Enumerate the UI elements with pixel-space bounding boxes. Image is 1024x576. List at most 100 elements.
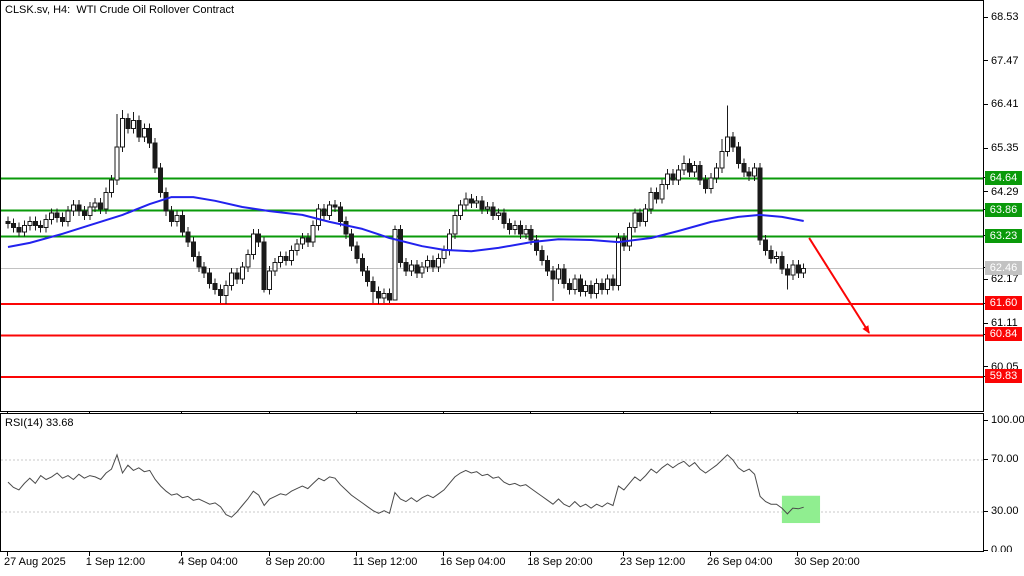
level-price-label-support[interactable]: 59.83 <box>985 369 1022 384</box>
level-price-label-support[interactable]: 61.60 <box>985 296 1022 310</box>
candle-body-bearish <box>703 179 709 189</box>
candle-body-bullish <box>643 208 649 222</box>
candle-body-bearish <box>212 282 218 291</box>
candle-body-bearish <box>196 256 202 268</box>
rsi-tick-label: 70.00 <box>991 453 1019 465</box>
candle-body-bullish <box>327 204 333 216</box>
time-axis[interactable]: 27 Aug 2025 1 Sep 12:00 4 Sep 04:00 8 Sep 2… <box>0 552 1024 576</box>
candle-body-bullish <box>474 200 480 204</box>
candle-body-bullish <box>425 260 431 268</box>
candle-body-bearish <box>539 249 545 262</box>
candle-body-bearish <box>637 212 643 222</box>
candle-body-bullish <box>664 173 670 185</box>
price-tick-mark <box>984 278 988 280</box>
candle-body-bullish <box>675 169 681 181</box>
candle-body-bullish <box>65 210 71 222</box>
separator-tick-mark <box>355 411 357 414</box>
price-axis[interactable]: 68.53 67.47 66.41 65.35 64.29 62.17 61.11 60.05… <box>984 0 1024 556</box>
time-axis-label: 16 Sep 04:00 <box>440 556 506 568</box>
rsi-tick-mark <box>984 419 988 421</box>
bearish-projection-arrow[interactable] <box>808 237 870 334</box>
candle-body-bullish <box>790 264 796 276</box>
candle-body-bullish <box>446 233 452 251</box>
time-tick-mark <box>181 552 183 556</box>
candle-body-bullish <box>452 214 458 235</box>
level-price-label-resistance[interactable]: 64.64 <box>985 170 1022 185</box>
candle-body-bullish <box>288 249 294 262</box>
candle-body-bearish <box>136 119 142 138</box>
candle-body-bullish <box>245 253 251 268</box>
candle-body-bullish <box>632 212 638 229</box>
time-axis-label: 18 Sep 20:00 <box>527 556 593 568</box>
candle-body-bearish <box>517 225 523 235</box>
candle-body-bearish <box>403 262 409 272</box>
price-tick-mark <box>984 16 988 18</box>
rsi-canvas[interactable] <box>1 414 983 551</box>
level-price-label-resistance[interactable]: 63.86 <box>985 202 1022 217</box>
candle-body-bullish <box>441 249 447 260</box>
candle-body-bearish <box>795 264 801 274</box>
price-tick-mark <box>984 60 988 62</box>
time-axis-label: 27 Aug 2025 <box>4 556 66 568</box>
rsi-oversold-highlight-box[interactable] <box>781 495 821 524</box>
time-axis-label: 26 Sep 04:00 <box>707 556 773 568</box>
candle-body-bearish <box>763 239 769 251</box>
level-price-label-resistance[interactable]: 63.23 <box>985 228 1022 243</box>
level-price-label-support[interactable]: 60.84 <box>985 327 1022 342</box>
candle-body-bearish <box>697 165 703 181</box>
candle-body-bullish <box>692 165 698 173</box>
candle-body-bullish <box>310 225 316 243</box>
candle-body-bearish <box>534 239 540 251</box>
rsi-line[interactable] <box>7 453 804 518</box>
price-chart-panel[interactable]: CLSK.sv, H4: WTI Crude Oil Rollover Cont… <box>0 0 984 412</box>
candle-body-bearish <box>670 173 676 181</box>
candle-body-bullish <box>109 179 115 194</box>
candle-body-bearish <box>387 293 392 301</box>
separator-tick-mark <box>268 411 270 414</box>
candle-body-bearish <box>60 216 65 222</box>
price-tick-mark <box>984 191 988 193</box>
candle-body-bearish <box>528 229 534 241</box>
time-axis-label: 4 Sep 04:00 <box>178 556 238 568</box>
candle-body-bearish <box>163 192 169 212</box>
candle-body-bullish <box>141 128 147 138</box>
candle-body-bullish <box>512 225 518 231</box>
candle-body-bullish <box>392 229 398 301</box>
separator-tick-mark <box>530 411 532 414</box>
candle-body-bullish <box>773 256 779 260</box>
rsi-indicator-panel[interactable]: RSI(14) 33.68 <box>0 413 984 552</box>
candle-body-bullish <box>408 264 414 272</box>
candle-body-bearish <box>201 266 207 274</box>
candle-body-bullish <box>681 163 687 171</box>
candle-body-bullish <box>70 204 76 212</box>
candle-body-bearish <box>741 163 747 173</box>
time-axis-label: 11 Sep 12:00 <box>352 556 418 568</box>
time-tick-mark <box>355 552 357 556</box>
candle-body-bearish <box>397 229 403 264</box>
time-axis-label: 1 Sep 12:00 <box>85 556 146 568</box>
price-tick-mark <box>984 103 988 105</box>
rsi-indicator-label: RSI(14) 33.68 <box>5 417 74 429</box>
candle-body-bullish <box>555 268 561 280</box>
rsi-tick-mark <box>984 458 988 460</box>
candle-body-bearish <box>207 272 213 284</box>
candle-body-bullish <box>436 258 442 268</box>
candle-body-bearish <box>283 256 289 262</box>
rsi-tick-mark <box>984 549 988 551</box>
level-price-label-current_price[interactable]: 62.46 <box>985 260 1022 275</box>
candle-body-bearish <box>468 198 474 204</box>
separator-tick-mark <box>88 411 90 414</box>
price-chart-canvas[interactable] <box>1 1 983 411</box>
candle-body-bullish <box>87 206 93 216</box>
candle-body-bearish <box>506 223 512 231</box>
candle-body-bullish <box>278 256 283 264</box>
separator-tick-mark <box>622 411 624 414</box>
candle-body-bearish <box>125 117 131 130</box>
candle-body-bearish <box>779 256 785 270</box>
candle-body-bearish <box>98 202 104 210</box>
candle-body-bearish <box>261 241 267 291</box>
separator-tick-mark <box>797 411 799 414</box>
candle-body-bearish <box>686 163 692 173</box>
candle-body-bearish <box>76 204 82 212</box>
moving-average-line[interactable] <box>7 196 804 253</box>
